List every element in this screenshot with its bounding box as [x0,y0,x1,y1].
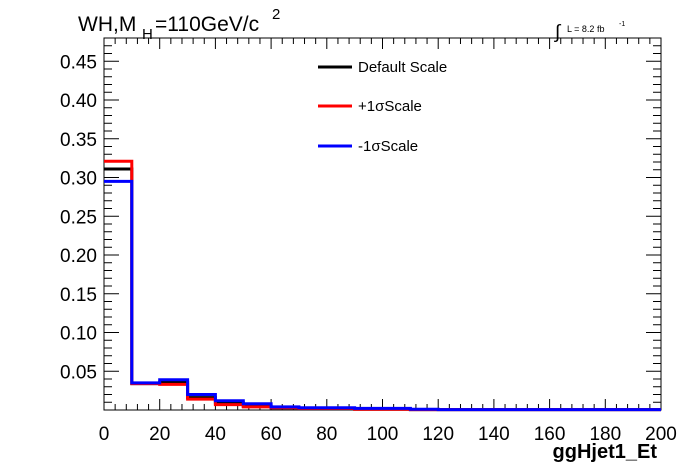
title-superscript: 2 [272,6,280,23]
x-tick-label: 120 [422,424,454,445]
legend-label-plus1sigma: +1σScale [358,98,422,115]
y-tick-label: 0.05 [60,362,97,383]
axis-ticks [103,38,662,410]
y-tick-label: 0.20 [60,246,97,267]
x-tick-label: 180 [589,424,621,445]
histogram-line-minus1sigma [104,179,661,412]
x-tick-label: 0 [99,424,110,445]
lumi-superscript: -1 [619,21,625,28]
x-tick-label: 60 [261,424,282,445]
y-tick-label: 0.25 [60,207,97,228]
x-tick-label: 20 [149,424,170,445]
legend-label-minus1sigma: -1σScale [358,138,418,155]
x-tick-label: 200 [645,424,677,445]
title-subscript: H [142,26,153,43]
histogram-line-plus1sigma [104,159,661,412]
legend-label-default: Default Scale [358,59,447,76]
title-main: WH,M [78,13,136,36]
x-tick-label: 100 [367,424,399,445]
x-tick-label: 140 [478,424,510,445]
histogram-series [104,159,661,412]
legend: Default Scale +1σScale -1σScale [318,59,447,155]
lumi-text: L = 8.2 fb [567,24,604,34]
histogram-line-default [104,167,661,412]
x-tick-labels: 0 20 40 60 80 100 120 140 160 180 200 [99,424,677,445]
y-tick-label: 0.10 [60,324,97,345]
y-tick-label: 0.40 [60,91,97,112]
y-tick-labels: 0.05 0.10 0.15 0.20 0.25 0.30 0.35 0.40 0.45 [60,52,97,383]
title-rest: =110GeV/c [155,13,259,36]
x-axis-label: ggHjet1_Et [553,441,658,463]
y-tick-label: 0.30 [60,169,97,190]
lumi-integral-symbol: ∫ [554,22,562,43]
x-tick-label: 80 [316,424,337,445]
y-tick-label: 0.35 [60,130,97,151]
y-tick-label: 0.45 [60,52,97,73]
x-tick-label: 160 [534,424,566,445]
x-tick-label: 40 [205,424,226,445]
y-tick-label: 0.15 [60,285,97,306]
plot-frame [103,37,662,411]
